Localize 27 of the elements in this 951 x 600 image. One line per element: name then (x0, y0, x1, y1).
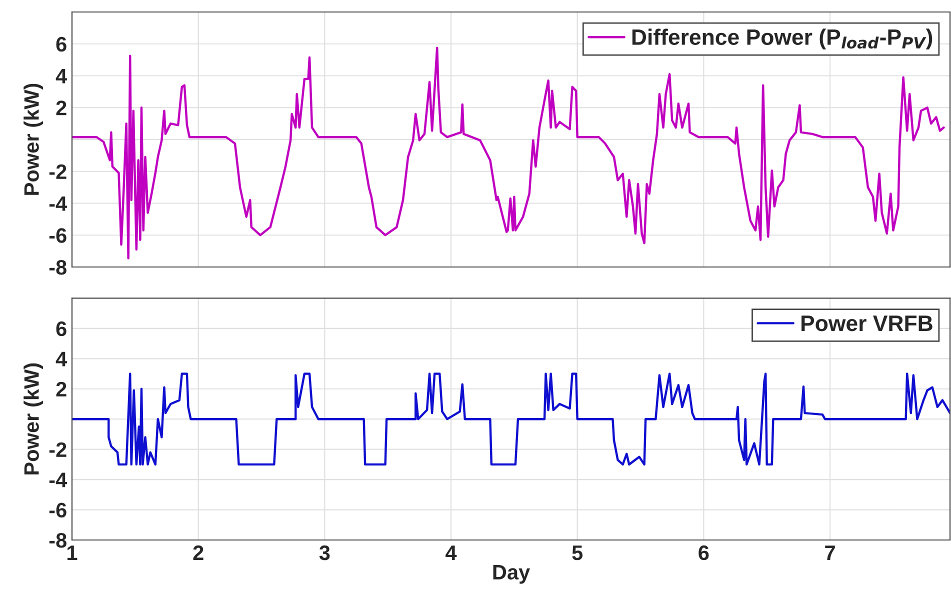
y-tick-label: -8 (49, 533, 66, 548)
x-tick-label: 7 (825, 546, 835, 560)
y-tick-label: 2 (56, 100, 66, 116)
legend-label: Power VRFB (802, 316, 932, 332)
legend-label: Difference Power (P$_{load}$-P$_{PV}$) (632, 28, 932, 50)
y-tick-label: 2 (56, 382, 66, 396)
y-tick-label: 6 (56, 36, 66, 52)
y-tick-label: -6 (49, 502, 66, 518)
y-tick-label: -2 (49, 164, 66, 179)
y-axis-title: Power (kW) (24, 363, 44, 474)
x-tick-label: 2 (193, 545, 204, 560)
y-tick-label: -2 (49, 442, 66, 457)
y-tick-label: -8 (49, 260, 66, 275)
x-tick-label: 6 (698, 545, 709, 560)
y-tick-label: 4 (56, 352, 68, 366)
y-tick-label: -4 (49, 196, 68, 211)
line-series (72, 372, 950, 466)
x-tick-label: 3 (319, 545, 330, 560)
y-tick-label: -4 (49, 472, 68, 488)
x-tick-label: 4 (446, 546, 457, 560)
y-tick-label: 6 (56, 321, 66, 336)
x-tick-label: 1 (68, 546, 78, 560)
x-tick-label: 5 (572, 546, 583, 560)
x-axis-title: Day (493, 565, 530, 584)
y-tick-label: 4 (56, 68, 68, 84)
y-axis-title: Power (kW) (24, 84, 44, 195)
y-tick-label: -6 (49, 228, 66, 243)
